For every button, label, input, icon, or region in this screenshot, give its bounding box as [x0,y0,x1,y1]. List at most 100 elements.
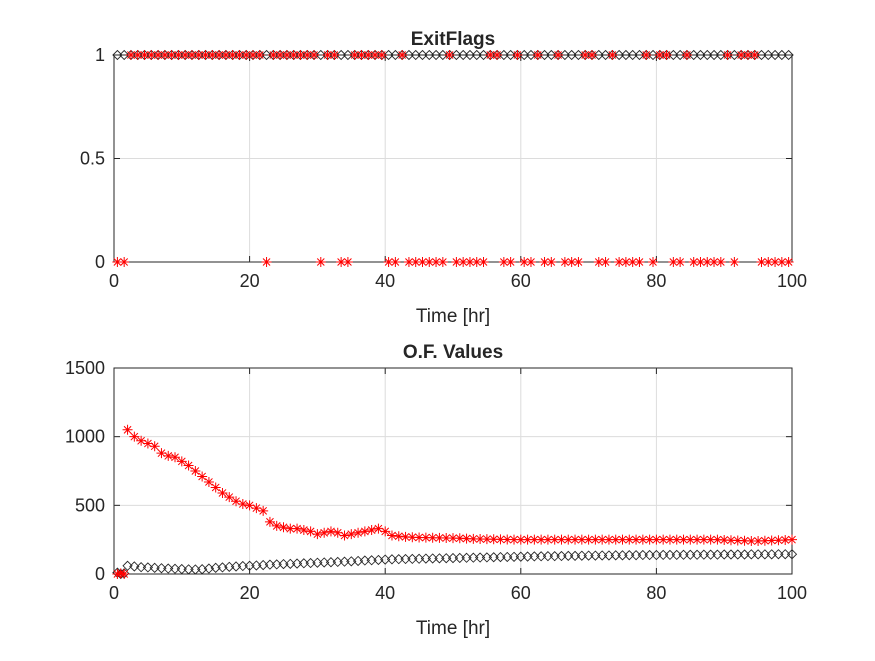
y-tick-label: 1500 [65,358,105,378]
data-point-asterisk [203,476,214,487]
data-point-diamond [261,49,272,61]
data-point-diamond [610,550,621,561]
data-point-asterisk [431,257,442,267]
data-point-diamond [403,49,415,61]
data-point-asterisk [702,257,713,267]
data-point-asterisk [685,534,696,545]
data-point-asterisk [210,482,221,493]
data-point-asterisk [756,257,767,267]
data-point-asterisk [607,50,618,60]
data-point-asterisk [620,257,631,267]
data-point-asterisk [634,257,645,267]
data-point-asterisk [681,50,692,60]
data-point-asterisk [719,534,730,545]
data-point-diamond [688,49,699,61]
x-tick-label: 0 [109,583,119,603]
data-point-asterisk [302,50,313,60]
data-point-diamond [386,554,398,565]
data-point-asterisk [783,257,794,267]
y-tick-label: 0 [95,564,105,584]
y-tick-label: 0.5 [80,149,105,169]
y-tick-label: 1000 [65,427,105,447]
data-point-asterisk [403,257,414,267]
data-point-asterisk [475,533,486,544]
data-point-diamond [698,549,709,560]
data-point-asterisk [180,50,191,60]
data-point-asterisk [139,50,150,60]
data-point-asterisk [488,534,499,545]
data-point-diamond [129,561,140,572]
data-point-diamond [549,551,560,562]
data-point-asterisk [305,526,316,537]
data-point-diamond [519,49,530,61]
data-point-diamond [620,49,632,61]
x-tick-label: 60 [511,271,531,291]
data-point-asterisk [705,534,716,545]
data-point-diamond [576,550,587,561]
data-point-diamond [651,549,662,561]
data-point-asterisk [241,50,252,60]
data-point-diamond [393,554,404,565]
data-point-diamond [481,552,493,563]
data-point-asterisk [170,452,181,463]
data-point-asterisk [770,257,781,267]
data-point-asterisk [498,257,509,267]
data-point-asterisk [753,536,764,547]
data-point-asterisk [515,534,526,545]
data-point-asterisk [559,257,570,267]
data-point-asterisk [763,257,774,267]
data-point-diamond [335,49,347,61]
data-point-asterisk [329,50,340,60]
data-point-diamond [451,49,462,61]
data-point-diamond [112,49,123,61]
data-point-diamond [430,49,442,61]
data-point-asterisk [315,257,326,267]
data-point-diamond [474,552,486,563]
data-point-diamond [702,49,713,61]
data-point-diamond [498,49,509,61]
data-point-asterisk [661,50,672,60]
data-point-diamond [119,49,130,61]
data-point-diamond [454,552,465,564]
data-point-asterisk [288,50,299,60]
data-point-diamond [515,551,526,562]
x-tick-label: 100 [777,271,807,291]
data-point-asterisk [441,533,452,544]
data-point-asterisk [448,533,458,544]
data-point-asterisk [556,534,567,545]
data-point-asterisk [258,505,269,516]
x-tick-label: 80 [646,271,666,291]
data-point-asterisk [363,50,374,60]
data-point-asterisk [736,50,747,60]
data-point-asterisk [115,568,126,579]
data-point-diamond [342,49,354,61]
data-point-asterisk [173,50,184,60]
data-point-asterisk [386,530,397,541]
data-point-asterisk [512,50,523,60]
data-point-diamond [156,563,167,574]
data-point-diamond [725,549,737,560]
data-point-diamond [664,549,676,561]
data-point-asterisk [675,257,686,267]
data-point-asterisk [156,448,167,459]
data-point-diamond [471,49,482,61]
data-point-diamond [183,564,194,575]
data-point-diamond [390,49,401,61]
data-point-asterisk [261,257,272,267]
data-point-asterisk [546,257,557,267]
data-point-asterisk [451,257,462,267]
data-point-diamond [603,550,615,561]
series-asterisk-markers [112,50,794,267]
data-point-diamond [468,552,479,563]
data-point-asterisk [502,534,513,545]
data-point-diamond [719,549,730,560]
data-point-diamond [315,49,326,61]
exitflags-axes: 0 20 40 60 80 100 0 0.5 1 ExitFlags Time [hr] [80,29,807,327]
data-point-asterisk [637,534,648,545]
data-point-diamond [671,549,682,561]
data-point-diamond [427,553,438,564]
data-point-asterisk [780,534,791,545]
data-point-asterisk [709,257,720,267]
data-point-asterisk [237,498,248,509]
